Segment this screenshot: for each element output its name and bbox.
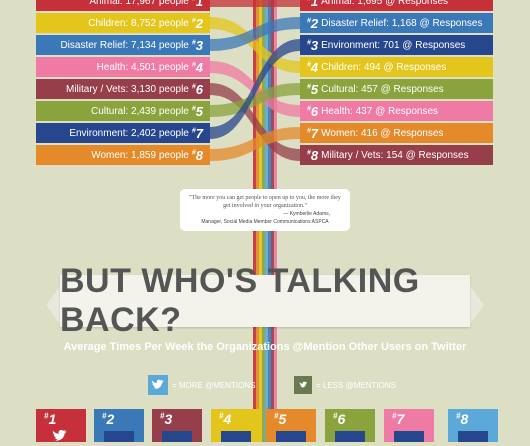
response-bar: #8 Military / Vets: 154 @ Responses [300,145,493,165]
flow-connector [210,17,300,51]
follower-bar: Health: 4,501 people #4 [36,57,210,77]
flow-connector [210,127,300,161]
follower-rank: #6 [191,81,203,97]
legend-less-label: = LESS @MENTIONS [316,380,396,390]
flow-connector [210,0,300,8]
follower-rank: #4 [191,59,203,75]
rank-tile: #2 [94,409,144,442]
rank-tile: #7 [384,409,434,442]
follower-rank: #7 [191,125,203,141]
banner-right-fold [468,283,484,327]
twitter-bird-icon [46,429,74,446]
tile-mention-block [221,431,251,442]
small-twitter-bird-icon [294,376,312,394]
banner-title: BUT WHO'S TALKING BACK? [60,262,420,339]
follower-bar: Women: 1,859 people #8 [36,145,210,165]
follower-bar: Children: 8,752 people #2 [36,13,210,33]
rank-tile: #8 [448,409,498,442]
response-label: Animal: 1,695 @ Responses [321,0,449,7]
tile-mention-block [394,431,424,442]
follower-label: Women: 1,859 people [91,149,189,161]
tile-rank: #1 [44,411,57,427]
response-bar: #4 Children: 494 @ Responses [300,57,493,77]
follower-rank: #3 [191,37,203,53]
tile-mention-block [335,431,365,442]
follower-label: Health: 4,501 people [96,61,189,73]
rank-tile: #5 [266,409,316,442]
tile-rank: #3 [160,411,173,427]
follower-bar: Disaster Relief: 7,134 people #3 [36,35,210,55]
response-label: Disaster Relief: 1,168 @ Responses [321,17,483,29]
tile-mention-block [162,431,192,442]
response-rank: #7 [307,125,319,141]
response-label: Cultural: 457 @ Responses [321,83,444,95]
tile-rank: #2 [102,411,115,427]
legend-less: = LESS @MENTIONS [294,375,396,395]
follower-bar: Environment: 2,402 people #7 [36,123,210,143]
quote-text: "The more you can get people to open up … [189,195,341,210]
response-rank: #6 [307,103,319,119]
response-rank: #3 [307,37,319,53]
follower-rank: #2 [191,15,203,31]
legend-more-label: = MORE @MENTIONS [172,380,256,390]
tile-mention-block [276,431,306,442]
follower-label: Environment: 2,402 people [69,127,189,139]
response-bar: #7 Women: 416 @ Responses [300,123,493,143]
response-rank: #8 [307,147,319,163]
response-bar: #6 Health: 437 @ Responses [300,101,493,121]
response-label: Women: 416 @ Responses [321,127,444,139]
rank-tile: #1 [36,409,86,442]
response-label: Military / Vets: 154 @ Responses [321,149,469,161]
follower-rank: #8 [191,147,203,163]
tile-mention-block [458,431,488,442]
flow-connector [210,39,300,139]
rank-tile: #3 [152,409,202,442]
follower-rank: #5 [191,103,203,119]
tile-rank: #7 [392,411,405,427]
flow-connector [210,83,300,161]
banner-left-fold [46,283,62,327]
quote-author: — Kymberlie Adams, [283,211,330,218]
response-label: Children: 494 @ Responses [321,61,447,73]
response-rank: #1 [307,0,319,9]
rank-tile: #4 [211,409,261,442]
tile-rank: #5 [274,411,287,427]
response-bar: #2 Disaster Relief: 1,168 @ Responses [300,13,493,33]
tile-rank: #4 [219,411,232,427]
tile-mention-block [104,431,134,442]
follower-label: Military / Vets: 3,130 people [66,83,189,95]
response-rank: #2 [307,15,319,31]
response-rank: #4 [307,59,319,75]
rank-tile: #6 [325,409,375,442]
follower-label: Animal: 17,967 people [89,0,189,7]
response-rank: #5 [307,81,319,97]
response-bar: #5 Cultural: 457 @ Responses [300,79,493,99]
legend-more: = MORE @MENTIONS [148,375,255,395]
follower-label: Disaster Relief: 7,134 people [60,39,189,51]
banner: BUT WHO'S TALKING BACK? [60,262,470,339]
follower-label: Children: 8,752 people [88,17,189,29]
response-bar: #3 Environment: 701 @ Responses [300,35,493,55]
tile-rank: #6 [333,411,346,427]
follower-bar: Military / Vets: 3,130 people #6 [36,79,210,99]
response-label: Environment: 701 @ Responses [321,39,466,51]
quote-role: Manager, Social Media Member Communicati… [201,218,329,225]
twitter-bird-icon [148,375,168,395]
follower-rank: #1 [192,0,203,9]
flow-connector [210,83,300,117]
quote-bubble: "The more you can get people to open up … [180,189,350,231]
follower-bar: Cultural: 2,439 people #5 [36,101,210,121]
follower-label: Cultural: 2,439 people [91,105,189,117]
chart-subtitle: Average Times Per Week the Organizations… [63,341,467,353]
tile-rank: #8 [456,411,469,427]
follower-bar: Animal: 17,967 people#1 [36,0,210,11]
response-label: Health: 437 @ Responses [321,105,439,117]
